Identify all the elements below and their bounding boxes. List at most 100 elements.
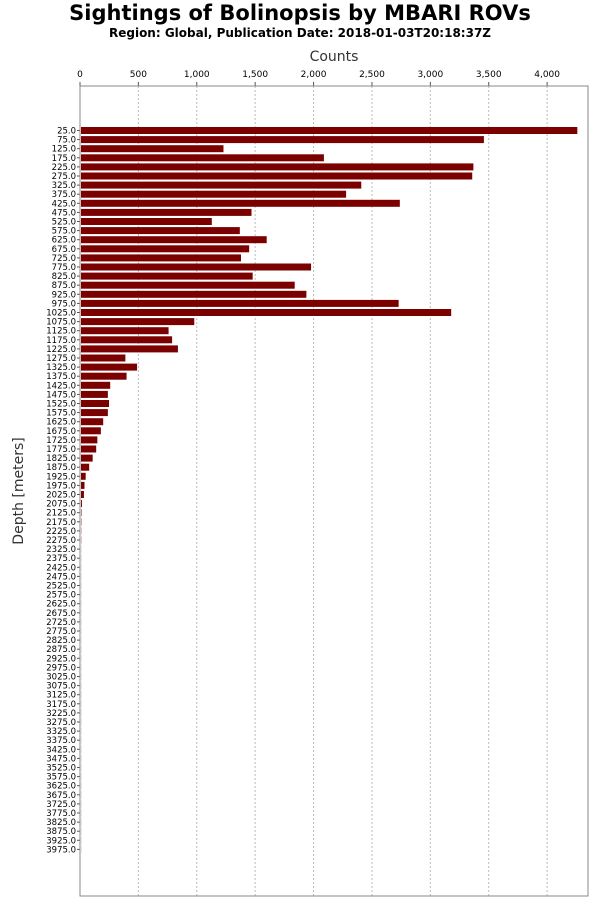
bar: [81, 290, 307, 298]
bar: [81, 372, 127, 380]
bar: [81, 418, 104, 426]
bar: [81, 381, 111, 389]
bar: [81, 136, 484, 144]
y-tick-label: 3675.0: [46, 791, 76, 801]
bar: [81, 254, 241, 262]
x-tick-label: 2,500: [359, 70, 385, 80]
bar: [81, 190, 347, 198]
y-tick-label: 1025.0: [46, 309, 76, 319]
bar: [81, 409, 108, 417]
y-tick-label: 2575.0: [46, 591, 76, 601]
y-tick-label: 725.0: [52, 254, 76, 264]
x-tick-label: 3,000: [417, 70, 443, 80]
y-tick-label: 1225.0: [46, 345, 76, 355]
y-tick-label: 575.0: [52, 227, 76, 237]
y-tick-label: 3075.0: [46, 682, 76, 692]
bar: [81, 272, 253, 280]
bar: [81, 208, 252, 216]
bar: [81, 154, 324, 162]
bar: [81, 299, 399, 307]
y-tick-label: 875.0: [52, 281, 76, 291]
y-tick-label: 3525.0: [46, 764, 76, 774]
bar: [81, 400, 110, 407]
y-tick-label: 3825.0: [46, 818, 76, 828]
bar: [81, 454, 93, 462]
y-tick-label: 1375.0: [46, 372, 76, 382]
y-tick-label: 3375.0: [46, 736, 76, 746]
y-tick-label: 25.0: [57, 127, 76, 137]
y-tick-label: 3425.0: [46, 745, 76, 755]
y-axis-label: Depth [meters]: [11, 437, 27, 544]
x-tick-label: 1,000: [184, 70, 210, 80]
y-tick-label: 75.0: [57, 136, 76, 146]
y-tick-label: 225.0: [52, 163, 76, 173]
y-tick-label: 325.0: [52, 181, 76, 191]
y-tick-label: 3725.0: [46, 800, 76, 810]
x-tick-label: 1,500: [242, 70, 268, 80]
bar: [81, 345, 178, 353]
y-tick-label: 775.0: [52, 263, 76, 273]
bar: [81, 127, 578, 134]
y-tick-label: 1275.0: [46, 354, 76, 364]
bar: [81, 481, 85, 489]
bar: [81, 500, 82, 508]
y-tick-label: 3325.0: [46, 727, 76, 737]
bar: [81, 445, 97, 453]
bar: [81, 363, 138, 371]
y-tick-label: 1925.0: [46, 472, 76, 482]
y-tick-label: 2725.0: [46, 618, 76, 628]
plot-area: [80, 86, 588, 896]
bar: [81, 309, 452, 316]
y-tick-label: 3175.0: [46, 700, 76, 710]
y-tick-label: 375.0: [52, 190, 76, 200]
y-tick-label: 2175.0: [46, 518, 76, 528]
y-tick-label: 1075.0: [46, 318, 76, 328]
y-tick-label: 3025.0: [46, 673, 76, 683]
x-tick-label: 3,500: [476, 70, 502, 80]
y-tick-label: 2275.0: [46, 536, 76, 546]
y-tick-label: 3475.0: [46, 754, 76, 764]
y-tick-label: 3875.0: [46, 827, 76, 837]
y-tick-label: 1825.0: [46, 454, 76, 464]
y-tick-label: 675.0: [52, 245, 76, 255]
bar: [81, 436, 98, 444]
y-tick-label: 3225.0: [46, 709, 76, 719]
y-tick-label: 625.0: [52, 236, 76, 246]
x-tick-label: 500: [130, 70, 147, 80]
y-tick-label: 825.0: [52, 272, 76, 282]
y-tick-label: 2375.0: [46, 554, 76, 564]
x-tick-label: 4,000: [534, 70, 560, 80]
y-tick-label: 2975.0: [46, 663, 76, 673]
y-tick-label: 2475.0: [46, 572, 76, 582]
chart-title: Sightings of Bolinopsis by MBARI ROVs: [69, 1, 531, 25]
bar: [81, 245, 250, 253]
y-tick-label: 2825.0: [46, 636, 76, 646]
y-tick-label: 1325.0: [46, 363, 76, 373]
bar: [81, 318, 195, 326]
y-tick-label: 2675.0: [46, 609, 76, 619]
y-tick-label: 1725.0: [46, 436, 76, 446]
bar: [81, 181, 362, 189]
y-tick-label: 1775.0: [46, 445, 76, 455]
y-tick-label: 2525.0: [46, 582, 76, 592]
y-tick-label: 475.0: [52, 208, 76, 218]
x-tick-label: 0: [77, 70, 83, 80]
y-tick-label: 2875.0: [46, 645, 76, 655]
y-tick-label: 425.0: [52, 199, 76, 209]
y-tick-label: 1675.0: [46, 427, 76, 437]
bar: [81, 354, 126, 362]
bar: [81, 218, 212, 225]
bar: [81, 199, 400, 207]
y-tick-label: 1625.0: [46, 418, 76, 428]
y-tick-label: 2775.0: [46, 627, 76, 637]
y-tick-label: 3775.0: [46, 809, 76, 819]
y-tick-label: 3975.0: [46, 845, 76, 855]
y-tick-label: 1575.0: [46, 409, 76, 419]
y-tick-label: 3625.0: [46, 782, 76, 792]
plot-border: [79, 85, 589, 897]
y-tick-label: 1525.0: [46, 400, 76, 410]
y-tick-label: 175.0: [52, 154, 76, 164]
y-tick-label: 3125.0: [46, 691, 76, 701]
bar: [81, 491, 84, 498]
bar: [81, 236, 267, 244]
